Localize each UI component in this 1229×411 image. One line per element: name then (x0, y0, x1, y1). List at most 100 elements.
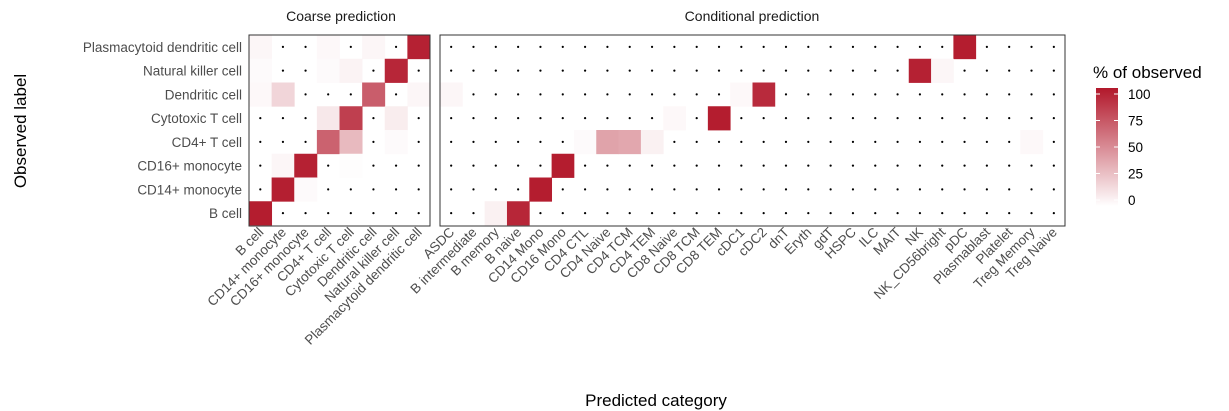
heatmap-cells-coarse (249, 35, 431, 226)
zero-dot (807, 188, 810, 191)
zero-dot (963, 212, 966, 215)
zero-dot (740, 140, 743, 143)
zero-dot (472, 140, 475, 143)
zero-dot (494, 93, 497, 96)
legend-tick-75: 75 (1128, 114, 1143, 129)
zero-dot (561, 45, 564, 48)
zero-dot (1052, 188, 1055, 191)
zero-dot (963, 117, 966, 120)
zero-dot (762, 45, 765, 48)
zero-dot (450, 140, 453, 143)
zero-dot (561, 117, 564, 120)
zero-dot (561, 212, 564, 215)
zero-dot (1052, 93, 1055, 96)
zero-dot (740, 117, 743, 120)
heatmap-cell (573, 130, 597, 155)
heatmap-cell (618, 130, 642, 155)
zero-dot (1008, 69, 1011, 72)
heatmap-cell (407, 35, 431, 60)
legend-tick-100: 100 (1128, 87, 1151, 102)
zero-dot (561, 188, 564, 191)
zero-dot (394, 164, 398, 167)
zero-dot (717, 188, 721, 191)
zero-dot (695, 45, 698, 48)
zero-dot (941, 188, 944, 191)
zero-dot (985, 69, 988, 72)
zero-dot (472, 188, 475, 191)
zero-dot (1030, 188, 1033, 191)
zero-dot (304, 140, 307, 143)
zero-dot (673, 45, 676, 48)
zero-dot (874, 45, 877, 48)
zero-dot (606, 93, 609, 96)
zero-dot (494, 164, 497, 167)
zero-dot (450, 45, 453, 48)
zero-dot (695, 212, 698, 215)
heatmap-cell (294, 177, 318, 202)
zero-dot (896, 164, 899, 167)
zero-dot (740, 164, 743, 167)
zero-dot (281, 140, 285, 143)
zero-dot (762, 212, 765, 215)
heatmap-cell (953, 35, 977, 60)
zero-dot (941, 164, 944, 167)
zero-dot (372, 164, 375, 167)
heatmap-cell (931, 58, 954, 83)
zero-dot (762, 164, 765, 167)
y-tick-cytotoxic-t-cell: Cytotoxic T cell (151, 111, 242, 126)
zero-dot (829, 45, 832, 48)
heatmap-cell (908, 58, 932, 83)
heatmap-cell (249, 201, 273, 226)
zero-dot (650, 164, 654, 167)
zero-dot (1052, 69, 1055, 72)
zero-dot (963, 93, 966, 96)
zero-dot (918, 188, 922, 191)
zero-dot (896, 69, 899, 72)
zero-dot (1030, 93, 1033, 96)
zero-dot (807, 164, 810, 167)
zero-dot (417, 69, 420, 72)
zero-dot (472, 117, 475, 120)
zero-dot (851, 45, 855, 48)
zero-dot (918, 117, 922, 120)
y-tick-cd4-t-cell: CD4+ T cell (172, 135, 242, 150)
zero-dot (281, 117, 285, 120)
heatmap-cell (249, 35, 273, 60)
zero-dot (985, 212, 988, 215)
zero-dot (807, 140, 810, 143)
zero-dot (304, 69, 307, 72)
zero-dot (583, 45, 587, 48)
heatmap-cell (339, 130, 363, 155)
heatmap-cell (316, 106, 340, 131)
zero-dot (829, 188, 832, 191)
heatmap-cell (730, 82, 753, 107)
zero-dot (985, 117, 988, 120)
zero-dot (896, 212, 899, 215)
zero-dot (1052, 212, 1055, 215)
zero-dot (807, 117, 810, 120)
zero-dot (918, 212, 922, 215)
zero-dot (1052, 164, 1055, 167)
zero-dot (1008, 140, 1011, 143)
zero-dot (695, 164, 698, 167)
y-tick-cd16-monocyte: CD16+ monocyte (137, 159, 242, 174)
y-tick-b-cell: B cell (209, 206, 242, 221)
zero-dot (650, 212, 654, 215)
zero-dot (874, 140, 877, 143)
zero-dot (784, 188, 788, 191)
heatmap-cell (339, 153, 363, 178)
zero-dot (304, 117, 307, 120)
zero-dot (851, 117, 855, 120)
zero-dot (327, 188, 330, 191)
zero-dot (874, 188, 877, 191)
legend-title: % of observed (1093, 63, 1202, 82)
zero-dot (740, 45, 743, 48)
zero-dot (985, 93, 988, 96)
heatmap-cell (294, 153, 318, 178)
zero-dot (717, 93, 721, 96)
zero-dot (918, 45, 922, 48)
zero-dot (807, 69, 810, 72)
x-axis-title: Predicted category (585, 391, 727, 410)
zero-dots-conditional (450, 45, 1055, 215)
zero-dot (673, 93, 676, 96)
